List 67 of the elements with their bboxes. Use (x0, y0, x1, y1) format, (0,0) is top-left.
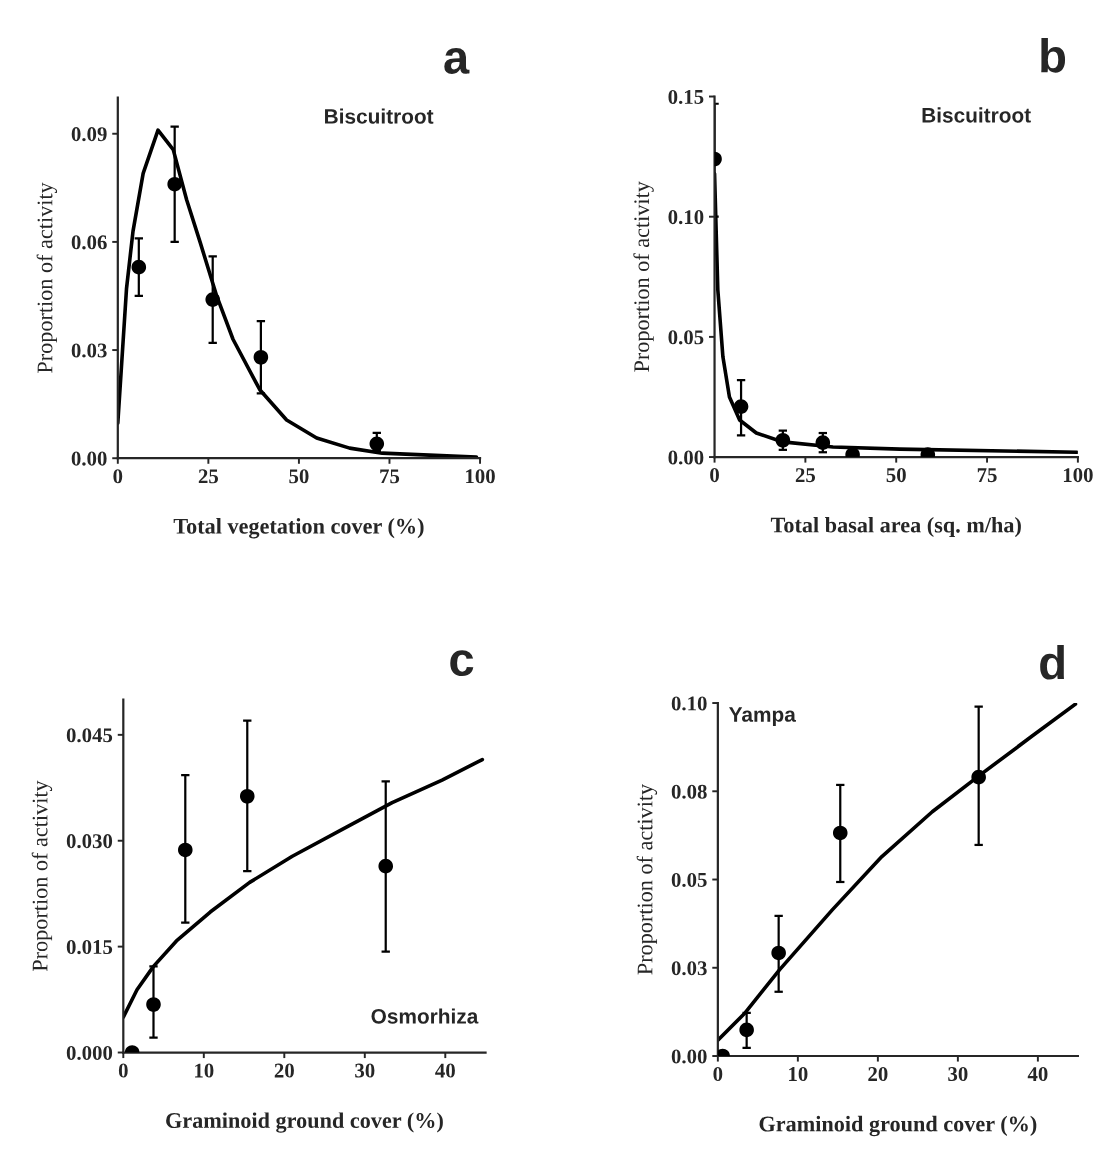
y-tick-label: 0.000 (66, 1045, 113, 1061)
y-tick-label: 0.15 (668, 89, 704, 105)
y-tick-label: 0.06 (71, 235, 107, 250)
x-tick-label: 40 (435, 1063, 455, 1078)
y-tick-label: 0.05 (668, 330, 704, 345)
x-tick-label: 100 (1063, 468, 1093, 483)
y-tick-label: 0.03 (71, 343, 107, 358)
text: d (1040, 644, 1064, 680)
y-tick-label: 0.10 (668, 210, 704, 225)
y-tick-label: 0.045 (66, 728, 113, 743)
point (971, 769, 986, 785)
y-tick-label: 0.015 (66, 940, 113, 955)
y-tick-label: 0.10 (671, 696, 707, 711)
text: b (1041, 38, 1066, 73)
x-tick-label: 30 (355, 1063, 375, 1078)
point (253, 349, 269, 365)
x-tick-label: 20 (868, 1067, 888, 1082)
text: c (450, 650, 474, 677)
x-tick-label: 0 (713, 1067, 723, 1082)
x-tick-label: 25 (795, 468, 816, 483)
point (771, 945, 786, 961)
x-tick-label: 10 (195, 1063, 214, 1078)
text: a (444, 48, 470, 74)
point (131, 259, 147, 275)
x-axis-title: Graminoid ground cover (%) (166, 1112, 443, 1133)
x-tick-label: 50 (289, 469, 309, 484)
point (167, 176, 182, 192)
y-axis-title: Proportion of activity (36, 182, 58, 373)
chart-title: Biscuitroot (922, 107, 1031, 123)
x-tick-label: 10 (789, 1067, 808, 1082)
y-tick-label: 0.08 (671, 784, 707, 799)
x-tick-label: 50 (886, 468, 906, 483)
y-tick-label: 0.030 (66, 834, 113, 849)
x-tick-label: 0 (710, 468, 719, 483)
y-axis-title: Proportion of activity (633, 181, 654, 372)
point (815, 435, 831, 450)
x-axis-title: Total vegetation cover (%) (173, 518, 424, 539)
y-tick-label: 0.00 (671, 1049, 707, 1064)
point (832, 825, 848, 841)
x-tick-label: 75 (977, 468, 997, 483)
y-tick-label: 0.00 (668, 450, 704, 465)
point (239, 788, 255, 804)
point (178, 842, 193, 858)
x-tick-label: 25 (198, 469, 219, 484)
x-tick-label: 0 (118, 1063, 128, 1078)
point (739, 1022, 754, 1038)
text: Osmorhiza (371, 1008, 479, 1024)
point (733, 399, 749, 414)
x-tick-label: 20 (274, 1063, 294, 1078)
x-tick-label: 75 (380, 469, 400, 484)
y-axis-title: Proportion of activity (31, 780, 53, 972)
x-axis-title: Total basal area (sq. m/ha) (770, 516, 1021, 538)
x-axis-title: Graminoid ground cover (%) (759, 1115, 1037, 1137)
x-tick-label: 40 (1027, 1067, 1048, 1082)
point (146, 997, 161, 1012)
x-tick-label: 100 (466, 469, 495, 484)
x-tick-label: 0 (113, 469, 123, 484)
y-axis-title: Proportion of activity (636, 783, 658, 975)
chart-title: Biscuitroot (325, 108, 434, 124)
y-tick-label: 0.05 (671, 872, 707, 888)
point (205, 292, 220, 307)
chart-title: Yampa (729, 707, 796, 726)
x-tick-label: 30 (948, 1067, 968, 1082)
y-tick-label: 0.03 (671, 961, 707, 976)
point (378, 858, 394, 874)
y-tick-label: 0.00 (71, 451, 107, 466)
y-tick-label: 0.09 (71, 127, 107, 142)
